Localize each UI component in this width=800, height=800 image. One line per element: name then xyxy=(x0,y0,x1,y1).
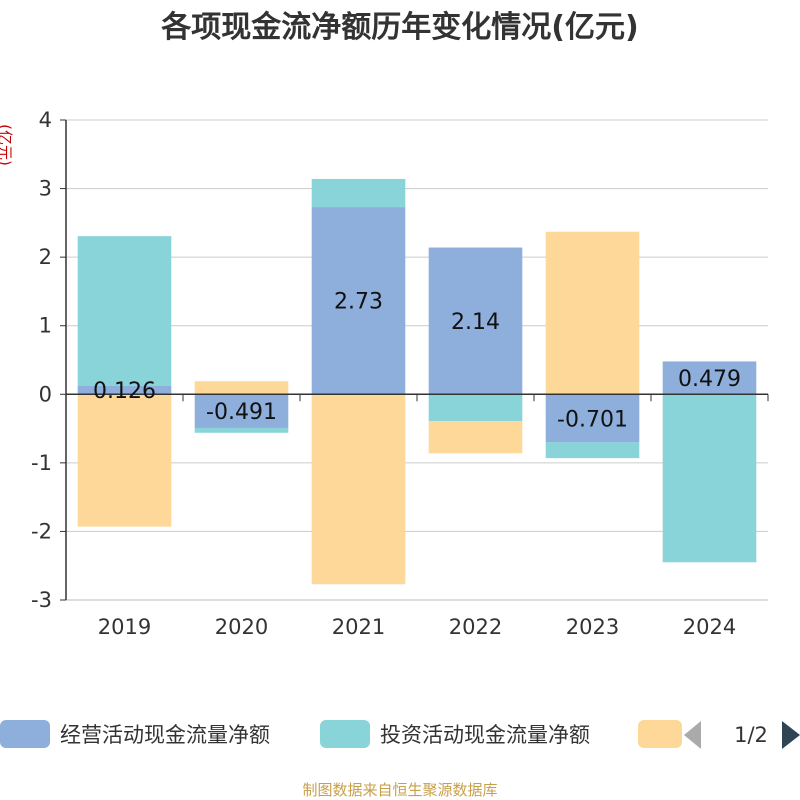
bar-segment[interactable] xyxy=(662,394,757,563)
triangle-right-icon[interactable] xyxy=(782,721,800,749)
legend-item-operating[interactable]: 经营活动现金流量净额 xyxy=(0,720,270,748)
y-tick-label: 4 xyxy=(39,108,52,132)
legend-swatch-financing xyxy=(638,720,682,748)
triangle-left-icon[interactable] xyxy=(684,721,701,749)
x-tick-label: 2021 xyxy=(332,615,385,639)
data-label: 0.126 xyxy=(93,379,156,404)
bar-segment[interactable] xyxy=(311,394,406,585)
y-tick-label: 2 xyxy=(39,245,52,269)
bar-segment[interactable] xyxy=(194,394,289,428)
bar-segment[interactable] xyxy=(428,394,523,422)
data-label: -0.491 xyxy=(206,400,277,425)
y-tick-label: -3 xyxy=(31,588,52,612)
y-tick-label: 0 xyxy=(39,382,52,406)
gridlines xyxy=(66,119,768,601)
x-tick-label: 2020 xyxy=(215,615,268,639)
data-label: -0.701 xyxy=(557,407,628,432)
bar-segment[interactable] xyxy=(545,394,640,443)
data-labels: 0.126 -0.491 2.73 2.14 -0.701 0.479 xyxy=(93,290,741,433)
x-tick-label: 2023 xyxy=(566,615,619,639)
bar-segment[interactable] xyxy=(194,381,289,395)
bar-segment[interactable] xyxy=(77,394,172,527)
y-tick-label: 3 xyxy=(39,177,52,201)
bar-segment[interactable] xyxy=(311,178,406,208)
bar-segment[interactable] xyxy=(428,421,523,454)
bar-segment[interactable] xyxy=(428,247,523,395)
bars xyxy=(77,178,757,585)
data-label: 2.14 xyxy=(451,310,500,335)
y-tick-label: 1 xyxy=(39,314,52,338)
legend-swatch-operating xyxy=(0,720,50,748)
bar-segment[interactable] xyxy=(77,236,172,386)
legend-pager: 1/2 xyxy=(734,723,768,747)
y-axis-unit-label: (亿元) xyxy=(0,124,14,166)
bar-segment[interactable] xyxy=(545,231,640,395)
axes: 4 3 2 1 0 -1 -2 -3 2019 2020 2021 2022 2023 2024 xyxy=(31,108,769,639)
x-tick-label: 2019 xyxy=(98,615,151,639)
source-note: 制图数据来自恒生聚源数据库 xyxy=(302,781,497,799)
legend-swatch-investing xyxy=(320,720,370,748)
legend-item-financing[interactable] xyxy=(638,720,682,748)
bar-segment[interactable] xyxy=(662,361,757,395)
legend-item-investing[interactable]: 投资活动现金流量净额 xyxy=(320,720,590,748)
data-label: 0.479 xyxy=(678,367,741,392)
bar-segment[interactable] xyxy=(311,207,406,395)
data-label: 2.73 xyxy=(334,290,383,315)
chart-title: 各项现金流净额历年变化情况(亿元) xyxy=(160,10,638,45)
y-tick-label: -1 xyxy=(31,451,52,475)
y-tick-label: -2 xyxy=(31,519,52,543)
bar-segment[interactable] xyxy=(194,427,289,433)
bar-segment[interactable] xyxy=(77,385,172,395)
x-tick-label: 2022 xyxy=(449,615,502,639)
legend-label-investing: 投资活动现金流量净额 xyxy=(380,723,590,747)
legend-label-operating: 经营活动现金流量净额 xyxy=(60,723,270,747)
legend: 经营活动现金流量净额 投资活动现金流量净额 1/2 xyxy=(0,720,800,749)
bar-segment[interactable] xyxy=(545,442,640,459)
x-tick-label: 2024 xyxy=(683,615,736,639)
